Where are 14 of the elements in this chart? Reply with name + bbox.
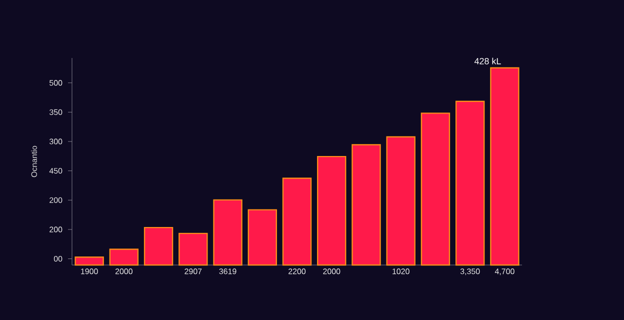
- annotation: 428 kL: [474, 58, 501, 64]
- bar: [248, 209, 277, 266]
- bar: [144, 226, 174, 266]
- bar: [455, 100, 485, 266]
- bar: [74, 256, 104, 266]
- bar: [282, 178, 312, 266]
- bar: [317, 156, 346, 266]
- bar: [213, 199, 242, 266]
- bar: [386, 136, 416, 266]
- bar: [109, 248, 139, 266]
- bar: [178, 232, 208, 266]
- bar: [420, 112, 450, 266]
- bar: [490, 67, 520, 266]
- bar: [352, 144, 381, 266]
